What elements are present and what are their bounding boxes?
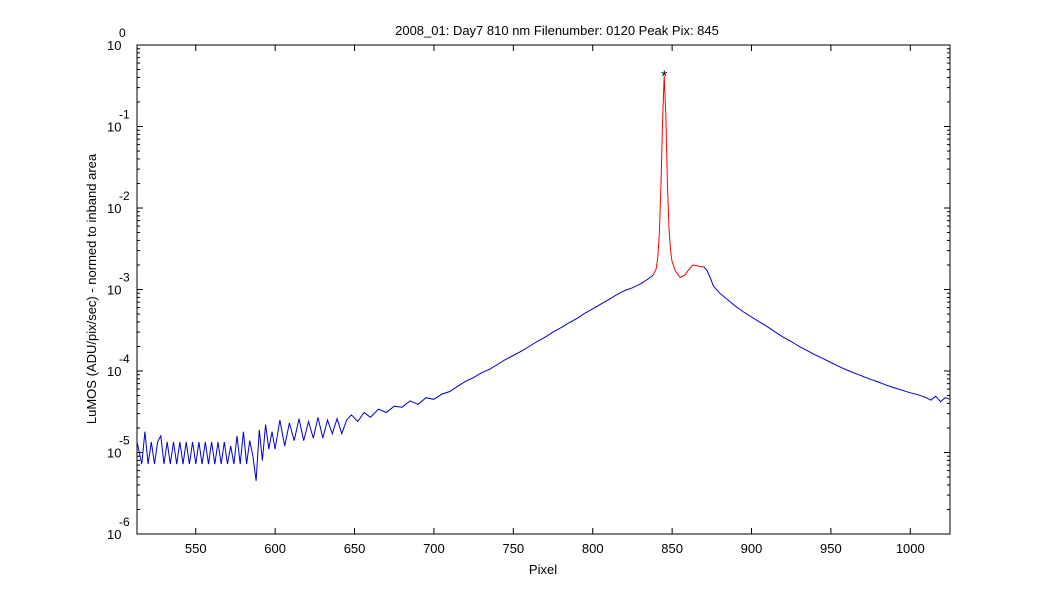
y-tick-label-base: 10 (107, 120, 121, 135)
y-tick-label-base: 10 (107, 283, 121, 298)
x-tick-label: 700 (423, 541, 445, 556)
x-tick-label: 600 (264, 541, 286, 556)
y-tick-label-exponent: -6 (119, 515, 130, 529)
y-tick-label-base: 10 (107, 38, 121, 53)
spectrum-line-blue (703, 266, 951, 403)
x-tick-label: 850 (661, 541, 683, 556)
y-tick-label-base: 10 (107, 201, 121, 216)
x-tick-label: 650 (344, 541, 366, 556)
y-tick-label-exponent: -2 (119, 189, 130, 203)
y-tick-label-exponent: 0 (119, 26, 126, 40)
x-tick-label: 950 (820, 541, 842, 556)
y-tick-label-base: 10 (107, 527, 121, 542)
x-tick-label: 800 (582, 541, 604, 556)
y-tick-label-base: 10 (107, 364, 121, 379)
spectrum-line-blue (136, 274, 654, 481)
x-tick-label: 750 (502, 541, 524, 556)
peak-line-red (652, 75, 704, 279)
x-tick-label: 900 (741, 541, 763, 556)
x-axis-label: Pixel (529, 562, 557, 577)
y-tick-label-base: 10 (107, 446, 121, 461)
y-tick-label-exponent: -1 (119, 108, 130, 122)
x-tick-label: 550 (185, 541, 207, 556)
chart-title: 2008_01: Day7 810 nm Filenumber: 0120 Pe… (395, 23, 719, 38)
plot-area: 550 600 650 700 750 800 850 900 950 100010010-110… (107, 26, 951, 556)
x-tick-label: 1000 (896, 541, 925, 556)
peak-marker: * (661, 68, 667, 85)
y-tick-label-exponent: -3 (119, 271, 130, 285)
y-axis-label: LuMOS (ADU/pix/sec) - normed to inband a… (84, 153, 99, 424)
y-tick-label-exponent: -5 (119, 434, 130, 448)
y-tick-label-exponent: -4 (119, 352, 130, 366)
